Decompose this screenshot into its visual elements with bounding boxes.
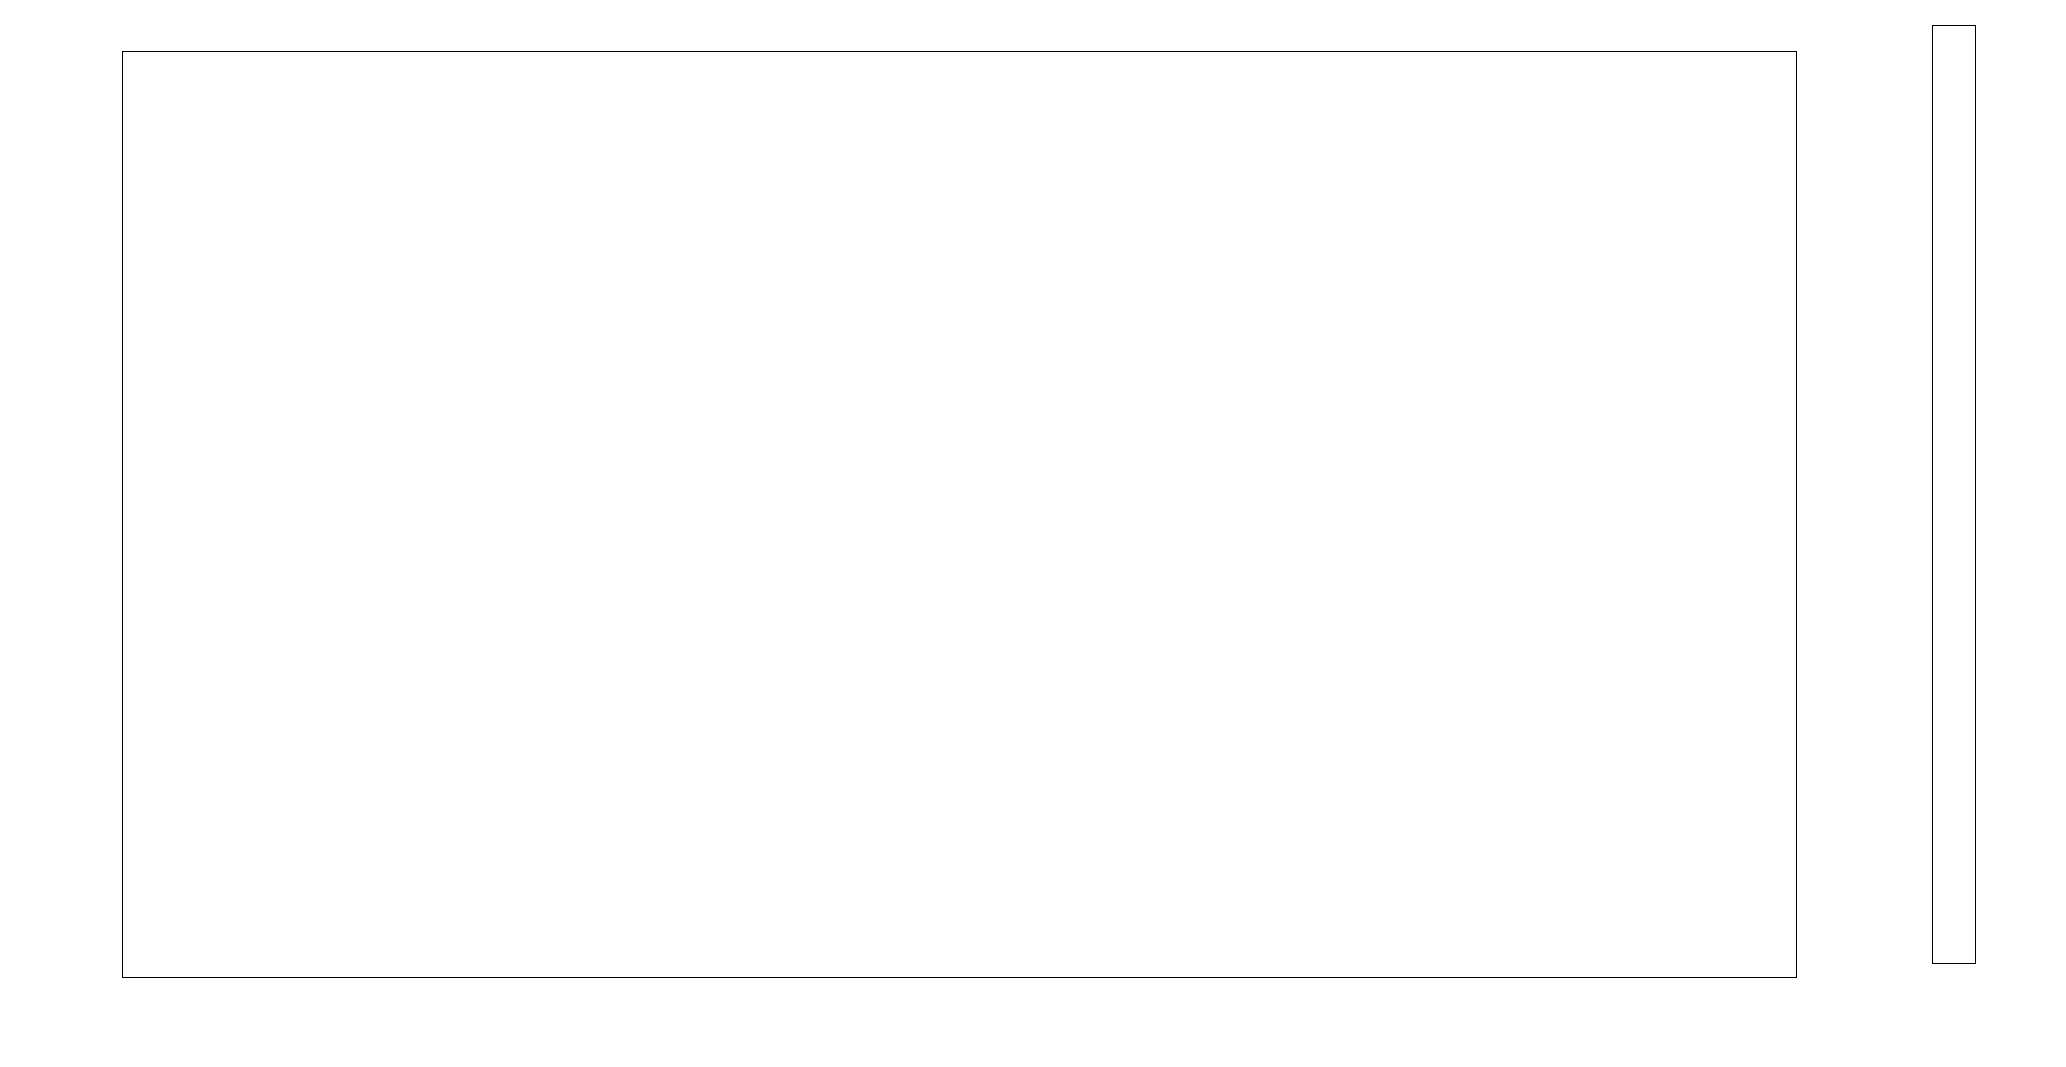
spectrogram-heatmap — [123, 52, 1796, 977]
colorbar-gradient — [1933, 26, 1975, 963]
plot-area — [122, 51, 1797, 978]
colorbar — [1932, 25, 1976, 964]
